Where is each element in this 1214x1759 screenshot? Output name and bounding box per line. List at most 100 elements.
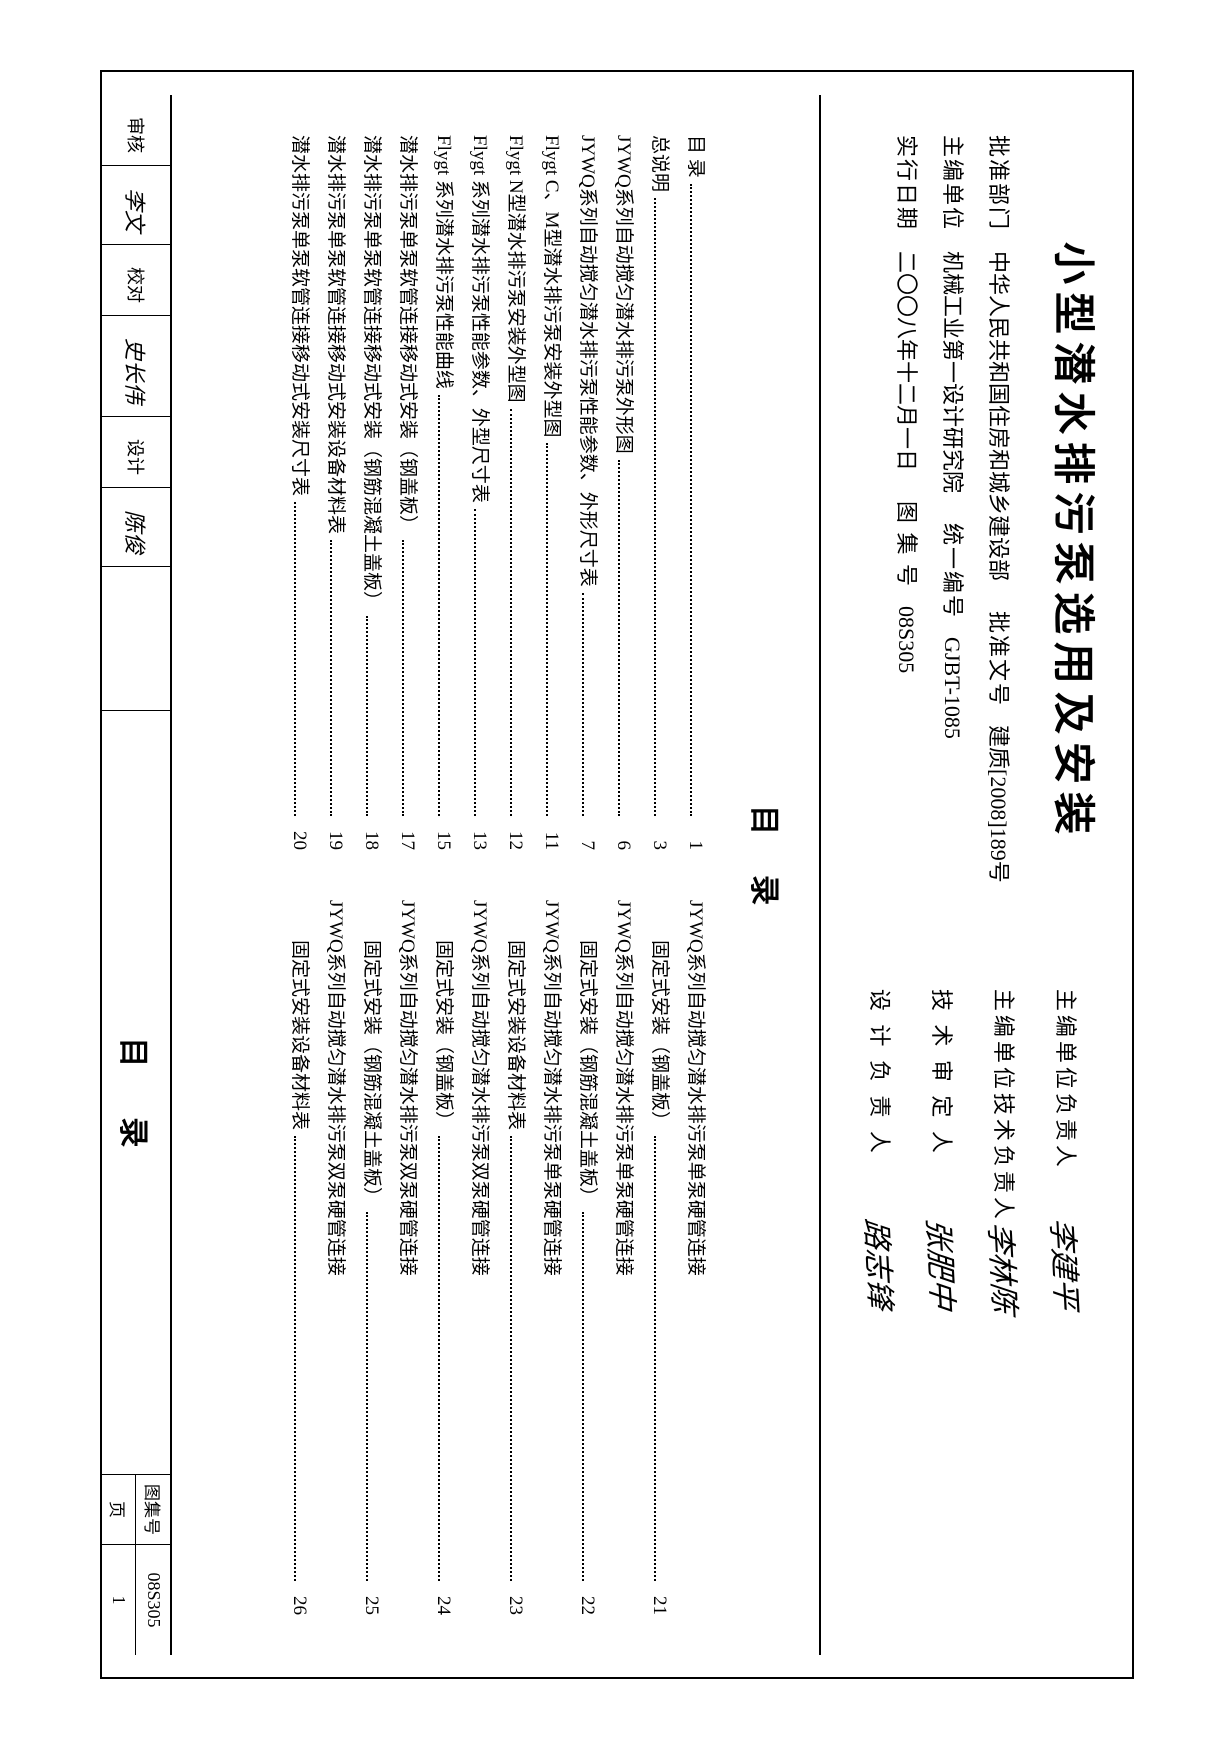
signature-row: 技 术 审 定 人张肥中 (921, 988, 965, 1614)
toc-dots (402, 540, 404, 816)
toc-dots (294, 502, 296, 816)
rotated-content: 小型潜水排污泵选用及安装 批准部门中华人民共和国住房和城乡建设部批准文号建质[2… (102, 95, 1132, 1655)
toc-entry: 潜水排污泵单泵软管连接移动式安装（钢盖板） 17 (396, 135, 423, 850)
toc-page: 26 (288, 1587, 310, 1615)
toc-entry: 目 录1 (684, 135, 711, 850)
meta-value2: 08S305 (893, 606, 919, 673)
toc-entry-sub: 固定式安装（钢筋混凝土盖板） 22 (576, 900, 603, 1615)
header-meta-row: 实行日期二〇〇八年十二月一日图 集 号08S305 (892, 135, 924, 949)
meta-label: 批准部门 (984, 135, 1016, 231)
toc-text: 潜水排污泵单泵软管连接移动式安装（钢盖板） (396, 135, 423, 534)
toc-entry: 潜水排污泵单泵软管连接移动式安装设备材料表 19 (324, 135, 351, 850)
toc-heading: 目录 (745, 135, 789, 1615)
toc-entry-sub: 固定式安装设备材料表 26 (288, 900, 315, 1615)
document-title: 小型潜水排污泵选用及安装 (1046, 135, 1107, 949)
toc-entry: JYWQ系列自动搅匀潜水排污泵单泵硬管连接 (684, 900, 711, 1615)
signature-value: 李建平 (1043, 1216, 1092, 1310)
footer-right: 图集号08S305页1 (102, 1475, 170, 1655)
footer-right-row: 页1 (102, 1475, 136, 1655)
toc-subtext: 固定式安装设备材料表 (504, 900, 531, 1130)
toc-entry: JYWQ系列自动搅匀潜水排污泵单泵硬管连接 (540, 900, 567, 1615)
signature-label: 主编单位技术负责人 (989, 988, 1021, 1222)
toc-text: Flygt 系列潜水排污泵性能参数、外型尺寸表 (468, 135, 495, 503)
toc-text: JYWQ系列自动搅匀潜水排污泵单泵硬管连接 (540, 900, 567, 1276)
meta-value: 机械工业第一设计研究院 (938, 251, 970, 493)
toc-dots (546, 443, 548, 816)
toc-entry: 总说明3 (648, 135, 675, 850)
signature-value: 李林陈 (981, 1220, 1030, 1314)
toc-entry: 潜水排污泵单泵软管连接移动式安装尺寸表 20 (288, 135, 315, 850)
toc-entry-sub: 固定式安装（钢盖板） 21 (648, 900, 675, 1615)
header-left: 小型潜水排污泵选用及安装 批准部门中华人民共和国住房和城乡建设部批准文号建质[2… (841, 135, 1107, 949)
toc-page: 21 (648, 1587, 670, 1615)
toc-text: 潜水排污泵单泵软管连接移动式安装设备材料表 (324, 135, 351, 534)
toc-entry: JYWQ系列自动搅匀潜水排污泵性能参数、外形尺寸表7 (576, 135, 603, 850)
toc-page: 13 (468, 822, 490, 850)
toc-subtext: 固定式安装（钢筋混凝土盖板） (576, 900, 603, 1206)
toc-page: 11 (540, 822, 562, 850)
toc-entry: JYWQ系列自动搅匀潜水排污泵双泵硬管连接 (468, 900, 495, 1615)
toc-dots (330, 540, 332, 816)
toc-text: JYWQ系列自动搅匀潜水排污泵单泵硬管连接 (612, 900, 639, 1276)
toc-page: 24 (432, 1587, 454, 1615)
toc-dots (582, 592, 584, 815)
toc-block: 目录 目 录1总说明3JYWQ系列自动搅匀潜水排污泵外形图6JYWQ系列自动搅匀… (172, 95, 819, 1655)
signature-value: 路志锋 (857, 1216, 906, 1310)
toc-page: 22 (576, 1587, 598, 1615)
toc-entry-sub: 固定式安装（钢筋混凝土盖板）25 (360, 900, 387, 1615)
toc-entry: Flygt 系列潜水排污泵性能参数、外型尺寸表 13 (468, 135, 495, 850)
signature-row: 主编单位负责人李建平 (1045, 988, 1089, 1614)
toc-text: 潜水排污泵单泵软管连接移动式安装尺寸表 (288, 135, 315, 496)
header-meta-row: 批准部门中华人民共和国住房和城乡建设部批准文号建质[2008]189号 (984, 135, 1016, 949)
toc-column-left: 目 录1总说明3JYWQ系列自动搅匀潜水排污泵外形图6JYWQ系列自动搅匀潜水排… (279, 135, 720, 850)
toc-text: JYWQ系列自动搅匀潜水排污泵双泵硬管连接 (468, 900, 495, 1276)
toc-page: 19 (324, 822, 346, 850)
toc-page: 23 (504, 1587, 526, 1615)
footer-role-signature: 李文 (102, 176, 170, 245)
toc-dots (438, 1136, 440, 1581)
toc-dots (510, 408, 512, 815)
toc-page: 1 (684, 822, 706, 850)
toc-page: 18 (360, 822, 382, 850)
footer-role-signature: 史长伟 (102, 326, 170, 417)
toc-text: 潜水排污泵单泵软管连接移动式安装（钢筋混凝土盖板） (360, 135, 387, 610)
toc-page: 17 (396, 822, 418, 850)
footer-role-label: 设计 (102, 427, 170, 488)
toc-dots (438, 394, 440, 815)
toc-entry: Flygt N型潜水排污泵安装外型图12 (504, 135, 531, 850)
outer-frame: 小型潜水排污泵选用及安装 批准部门中华人民共和国住房和城乡建设部批准文号建质[2… (100, 70, 1134, 1679)
toc-dots (474, 508, 476, 815)
toc-dots (582, 1212, 584, 1581)
footer-role-signature: 陈俊 (102, 498, 170, 567)
meta-value: 二〇〇八年十二月一日 (892, 251, 924, 471)
footer-role-label: 校对 (102, 255, 170, 316)
footer-right-value: 08S305 (137, 1545, 171, 1655)
toc-dots (510, 1136, 512, 1581)
toc-entry: JYWQ系列自动搅匀潜水排污泵外形图6 (612, 135, 639, 850)
signature-row: 设 计 负 责 人路志锋 (859, 988, 903, 1614)
toc-text: JYWQ系列自动搅匀潜水排污泵单泵硬管连接 (684, 900, 711, 1276)
toc-text: JYWQ系列自动搅匀潜水排污泵外形图 (612, 135, 639, 454)
toc-text: Flygt N型潜水排污泵安装外型图 (504, 135, 531, 403)
toc-subtext: 固定式安装设备材料表 (288, 900, 315, 1130)
toc-column-right: JYWQ系列自动搅匀潜水排污泵单泵硬管连接固定式安装（钢盖板）21JYWQ系列自… (279, 900, 720, 1615)
toc-subtext: 固定式安装（钢盖板） (648, 900, 675, 1130)
header-meta-row: 主编单位机械工业第一设计研究院统一编号GJBT-1085 (938, 135, 970, 949)
toc-entry: JYWQ系列自动搅匀潜水排污泵双泵硬管连接 (396, 900, 423, 1615)
footer-center: 目录 (102, 709, 170, 1474)
footer-right-label: 图集号 (137, 1475, 171, 1545)
toc-dots (618, 459, 620, 815)
toc-page: 3 (648, 822, 670, 850)
footer-role-label: 审核 (102, 105, 170, 166)
toc-text: Flygt C、M型潜水排污泵安装外型图 (540, 135, 567, 437)
meta-label2: 统一编号 (938, 523, 970, 619)
toc-dots (366, 1212, 368, 1581)
signature-label: 设 计 负 责 人 (865, 988, 897, 1218)
meta-value2: GJBT-1085 (939, 637, 965, 739)
toc-text: JYWQ系列自动搅匀潜水排污泵性能参数、外形尺寸表 (576, 135, 603, 587)
signature-label: 技 术 审 定 人 (927, 988, 959, 1218)
toc-page: 20 (288, 822, 310, 850)
toc-dots (654, 198, 656, 816)
toc-dots (654, 1136, 656, 1581)
signature-label: 主编单位负责人 (1051, 988, 1083, 1218)
